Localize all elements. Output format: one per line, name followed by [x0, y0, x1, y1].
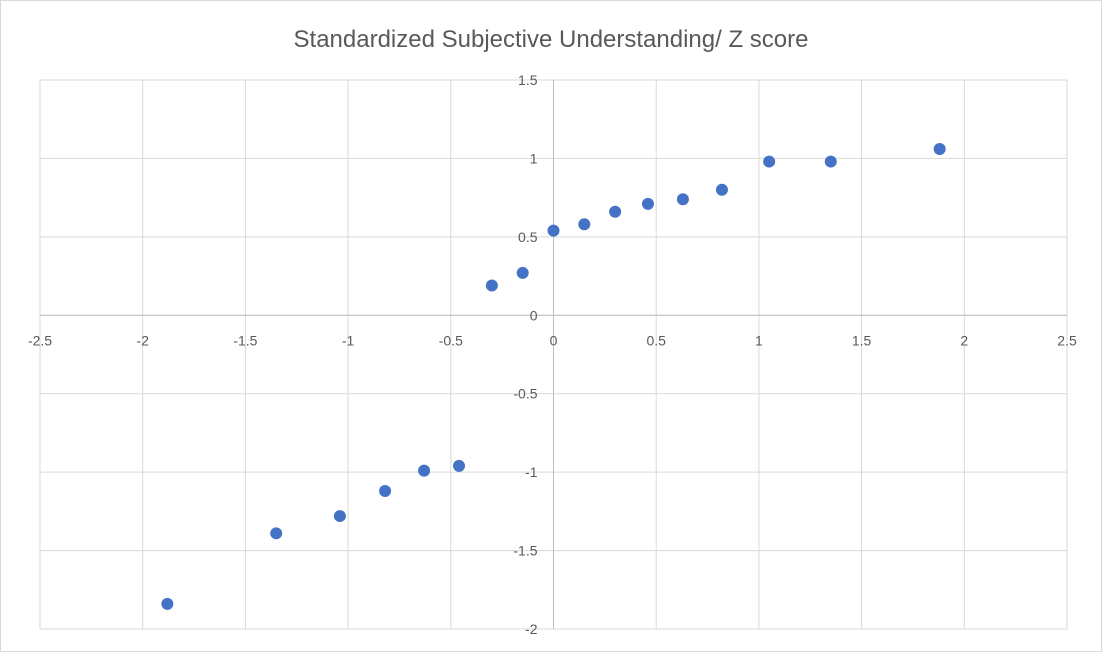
y-tick-label: 0.5 [518, 229, 538, 245]
data-point [609, 205, 622, 218]
data-point [547, 224, 560, 237]
data-point [485, 279, 498, 292]
data-point [333, 510, 346, 523]
data-point [641, 197, 654, 210]
x-tick-label: -2.5 [28, 332, 52, 348]
y-tick-label: 1 [530, 150, 538, 166]
y-tick-label: -1.5 [513, 543, 537, 559]
data-point [715, 183, 728, 196]
x-tick-label: 2.5 [1057, 332, 1077, 348]
data-point [578, 218, 591, 231]
data-point [418, 464, 431, 477]
x-tick-label: 2 [960, 332, 968, 348]
x-tick-labels: -2.5 -2 -1.5 -1 -0.5 0 0.5 1 1.5 2 2.5 [28, 332, 1077, 348]
x-tick-label: -2 [136, 332, 149, 348]
x-tick-label: 0 [550, 332, 558, 348]
x-tick-label: -1.5 [233, 332, 257, 348]
y-tick-label: 1.5 [518, 72, 538, 88]
data-point [824, 155, 837, 168]
y-tick-labels: -2 -1.5 -1 -0.5 0 0.5 1 1.5 [513, 72, 537, 637]
data-point [379, 484, 392, 497]
y-tick-label: -0.5 [513, 386, 537, 402]
y-tick-label: 0 [530, 307, 538, 323]
data-point [453, 459, 466, 472]
y-tick-label: -2 [525, 621, 538, 637]
data-point [933, 143, 946, 156]
x-tick-label: 0.5 [646, 332, 666, 348]
data-point [270, 527, 283, 540]
data-point [676, 193, 689, 206]
chart-title: Standardized Subjective Understanding/ Z… [294, 26, 809, 53]
data-points [161, 143, 946, 610]
data-point [161, 597, 174, 610]
data-point [516, 266, 529, 279]
x-tick-label: 1.5 [852, 332, 872, 348]
x-tick-label: -1 [342, 332, 355, 348]
x-tick-label: 1 [755, 332, 763, 348]
axes [40, 80, 1067, 629]
x-tick-label: -0.5 [439, 332, 463, 348]
data-point [763, 155, 776, 168]
y-tick-label: -1 [525, 464, 538, 480]
